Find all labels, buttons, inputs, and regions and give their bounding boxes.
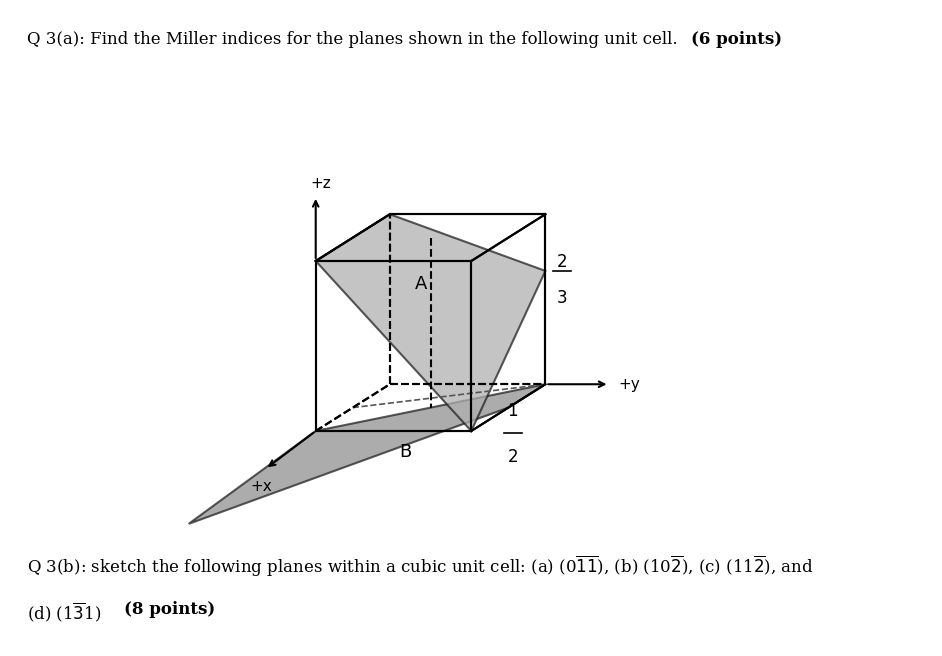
Text: 2: 2 (508, 447, 518, 466)
Text: 1: 1 (508, 401, 518, 420)
Text: A: A (415, 276, 428, 293)
Text: B: B (399, 443, 412, 461)
Text: +x: +x (250, 479, 271, 494)
Text: 3: 3 (557, 289, 567, 307)
Polygon shape (188, 384, 545, 524)
Text: (8 points): (8 points) (123, 601, 215, 618)
Text: Q 3(a): Find the Miller indices for the planes shown in the following unit cell.: Q 3(a): Find the Miller indices for the … (27, 31, 689, 48)
Text: 2: 2 (557, 253, 567, 271)
Text: +y: +y (619, 377, 641, 392)
Polygon shape (316, 215, 545, 431)
Text: (6 points): (6 points) (690, 31, 782, 48)
Text: +z: +z (310, 176, 331, 191)
Text: (d) (1$\overline{3}$1): (d) (1$\overline{3}$1) (27, 601, 108, 625)
Text: Q 3(b): sketch the following planes within a cubic unit cell: (a) (0$\overline{1: Q 3(b): sketch the following planes with… (27, 554, 814, 579)
